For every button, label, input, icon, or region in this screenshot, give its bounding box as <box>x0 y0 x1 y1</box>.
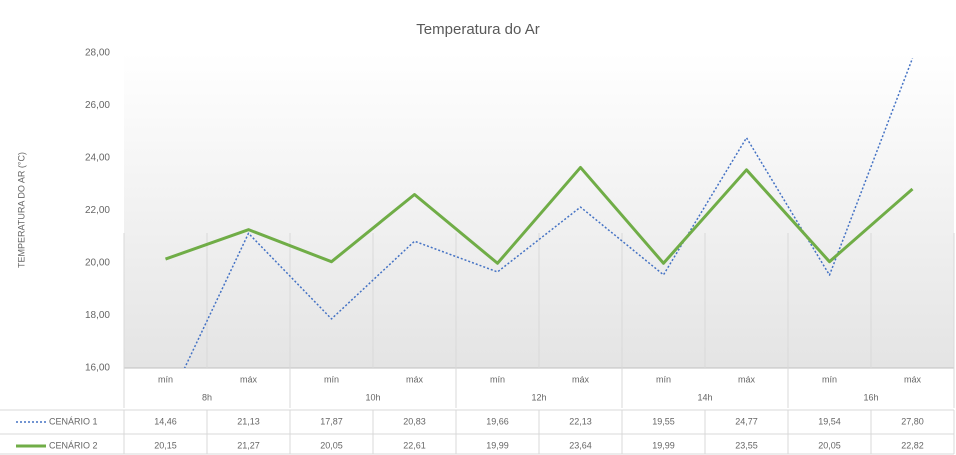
table-value: 19,99 <box>652 440 675 450</box>
table-value: 21,27 <box>237 440 260 450</box>
table-value: 17,87 <box>320 416 343 426</box>
table-value: 14,46 <box>154 416 177 426</box>
x-tick-label: mín <box>158 374 173 384</box>
table-value: 23,55 <box>735 440 758 450</box>
x-tick-label: máx <box>572 374 590 384</box>
table-value: 19,99 <box>486 440 509 450</box>
y-tick-label: 24,00 <box>85 153 110 164</box>
table-value: 22,13 <box>569 416 592 426</box>
series-line <box>164 165 914 265</box>
y-tick-label: 18,00 <box>85 310 110 321</box>
y-tick-label: 16,00 <box>85 363 110 374</box>
x-group-label: 14h <box>697 392 712 402</box>
table-value: 22,82 <box>901 440 924 450</box>
chart-title: Temperatura do Ar <box>416 21 539 38</box>
table-value: 27,80 <box>901 416 924 426</box>
table-value: 24,77 <box>735 416 758 426</box>
table-value: 20,15 <box>154 440 177 450</box>
table-value: 19,55 <box>652 416 675 426</box>
y-tick-label: 22,00 <box>85 205 110 216</box>
x-group-label: 8h <box>202 392 212 402</box>
y-tick-label: 28,00 <box>85 48 110 59</box>
y-tick-label: 26,00 <box>85 100 110 111</box>
table-value: 22,61 <box>403 440 426 450</box>
table-value: 19,54 <box>818 416 841 426</box>
table-value: 20,83 <box>403 416 426 426</box>
x-tick-label: mín <box>656 374 671 384</box>
legend-label: CENÁRIO 1 <box>49 416 98 426</box>
table-value: 19,66 <box>486 416 509 426</box>
x-tick-label: máx <box>738 374 756 384</box>
x-group-label: 16h <box>863 392 878 402</box>
x-group-label: 12h <box>531 392 546 402</box>
y-axis-label: TEMPERATURA DO AR (°C) <box>16 152 26 268</box>
table-value: 20,05 <box>320 440 343 450</box>
table-value: 23,64 <box>569 440 592 450</box>
table-value: 21,13 <box>237 416 260 426</box>
x-tick-label: mín <box>822 374 837 384</box>
legend-label: CENÁRIO 2 <box>49 440 98 450</box>
x-tick-label: máx <box>904 374 922 384</box>
plot-lines <box>164 57 914 368</box>
x-group-label: 10h <box>365 392 380 402</box>
x-tick-label: mín <box>324 374 339 384</box>
x-tick-label: máx <box>240 374 258 384</box>
x-tick-label: mín <box>490 374 505 384</box>
series-line <box>183 57 914 368</box>
x-tick-label: máx <box>406 374 424 384</box>
y-tick-label: 20,00 <box>85 258 110 269</box>
table-value: 20,05 <box>818 440 841 450</box>
